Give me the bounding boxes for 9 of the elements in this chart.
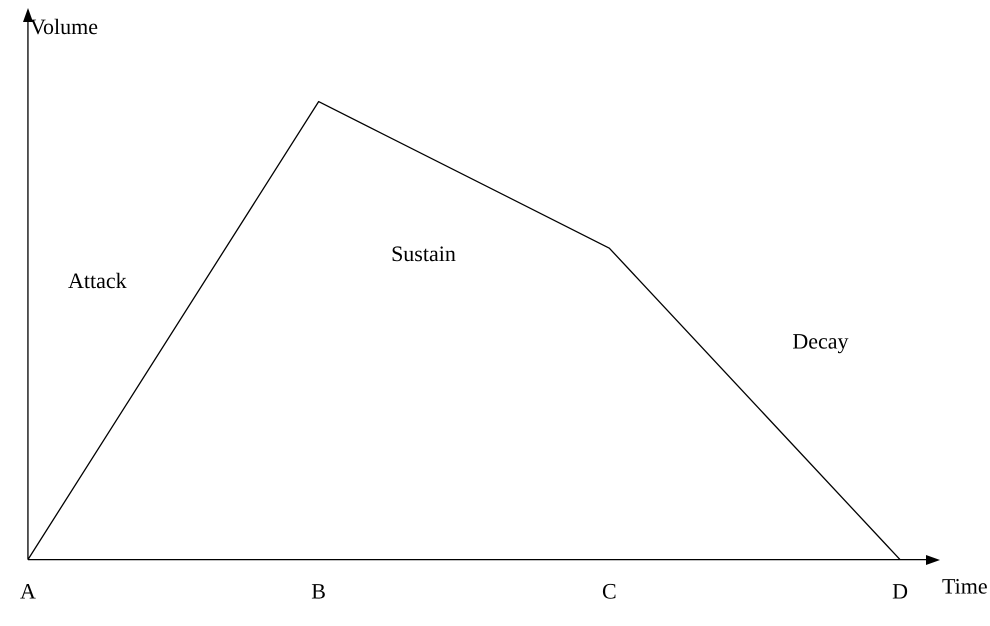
x-tick-label: A [20,578,36,604]
x-tick-label: D [892,578,908,604]
annotation: Attack [68,268,127,294]
y-axis-title: Volume [30,14,98,39]
x-axis-title: Time [942,573,988,598]
annotation: Sustain [391,241,456,266]
x-tick-label: B [311,578,326,604]
x-tick-label: C [602,578,617,604]
annotation: Decay [792,328,849,354]
